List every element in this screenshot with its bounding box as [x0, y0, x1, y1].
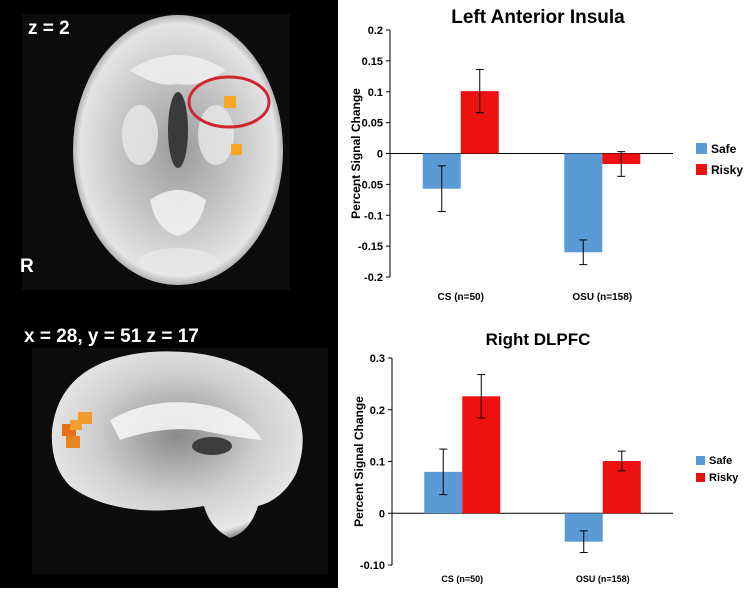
sagittal-ventricle	[192, 437, 232, 455]
axial-left-basal-ganglia	[198, 105, 234, 165]
chart2-legend-label-risky: Risky	[709, 472, 739, 484]
insula-highlight-circle	[187, 75, 271, 129]
axial-frontal-structure	[130, 55, 226, 85]
right-dlpfc-chart: Right DLPFC 0.3 0.2 0.1 0 -0.10 Percent Signal…	[352, 330, 739, 584]
chart1-legend-label-safe: Safe	[711, 142, 737, 156]
axial-activation-insula	[224, 96, 236, 108]
chart2-category-label: CS (n=50)	[441, 574, 483, 584]
chart1-category-label: CS (n=50)	[438, 292, 484, 303]
chart1-category-label: OSU (n=158)	[572, 292, 632, 303]
axial-activation-secondary	[231, 144, 242, 155]
chart2-y-tick-label: 0.1	[370, 457, 385, 469]
chart1-y-tick-label: -0.05	[358, 179, 383, 191]
sagittal-brain-slice	[51, 351, 303, 538]
orientation-label: R	[20, 256, 34, 277]
chart1-legend-swatch-risky	[696, 164, 707, 175]
chart2-y-tick-label: 0	[379, 508, 385, 520]
chart1-title: Left Anterior Insula	[451, 7, 625, 28]
chart2-legend-swatch-safe	[696, 456, 705, 465]
chart2-category-label: OSU (n=158)	[576, 574, 630, 584]
chart1-y-tick-label: 0.15	[362, 56, 383, 68]
axial-slice-label: z = 2	[28, 18, 70, 39]
brain-images-panel: z = 2 R x = 28, y = 51 z = 17	[0, 0, 338, 588]
chart1-legend-swatch-safe	[696, 143, 707, 154]
chart1-y-axis-label: Percent Signal Change	[349, 88, 363, 219]
chart2-legend-label-safe: Safe	[709, 455, 732, 467]
chart1-y-tick-label: 0.05	[362, 118, 383, 130]
chart1-y-tick-label: -0.1	[364, 210, 383, 222]
chart1-y-tick-label: 0	[377, 149, 383, 161]
chart2-y-tick-label: 0.3	[370, 353, 385, 365]
chart1-bar-safe	[564, 153, 603, 253]
axial-posterior-structure	[150, 190, 206, 236]
charts-panel: Left Anterior Insula 0.2 0.15 0.1 0.05 0 -0.05…	[338, 0, 745, 588]
axial-occipital-structure	[138, 248, 218, 276]
sagittal-slice-label: x = 28, y = 51 z = 17	[24, 326, 199, 347]
chart1-y-tick-label: -0.15	[358, 241, 383, 253]
chart2-y-tick-label: -0.10	[360, 560, 385, 572]
chart1-y-tick-label: -0.2	[364, 272, 383, 284]
chart2-y-tick-label: 0.2	[370, 405, 385, 417]
axial-ventricle	[168, 92, 188, 168]
sagittal-activation-1	[66, 436, 80, 448]
chart2-legend-swatch-risky	[696, 473, 705, 482]
chart1-legend-label-risky: Risky	[711, 163, 743, 177]
chart1-y-tick-label: 0.2	[368, 25, 383, 37]
sagittal-white-matter	[110, 402, 262, 440]
chart2-title: Right DLPFC	[486, 330, 591, 349]
left-anterior-insula-chart: Left Anterior Insula 0.2 0.15 0.1 0.05 0 -0.05…	[349, 7, 743, 303]
axial-right-basal-ganglia	[122, 105, 158, 165]
chart1-y-tick-label: 0.1	[368, 87, 383, 99]
sagittal-activation-4	[70, 420, 82, 430]
brain-images-svg	[22, 14, 328, 574]
chart2-y-axis-label: Percent Signal Change	[352, 396, 366, 527]
